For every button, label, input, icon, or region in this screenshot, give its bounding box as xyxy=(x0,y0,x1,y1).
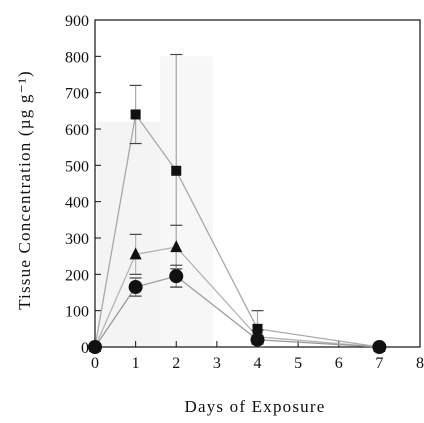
x-tick-label: 8 xyxy=(416,355,424,372)
data-point-triangle xyxy=(129,247,142,260)
data-point-circle xyxy=(169,269,184,284)
y-tick-label: 500 xyxy=(65,158,89,175)
background-band xyxy=(97,121,160,347)
y-axis-title: Tissue Concentration (µg g⁻¹) xyxy=(15,70,34,310)
x-tick-label: 3 xyxy=(213,355,221,372)
x-tick-label: 7 xyxy=(375,355,383,372)
y-tick-label: 900 xyxy=(65,13,89,30)
x-tick-label: 1 xyxy=(132,355,140,372)
y-tick-label: 400 xyxy=(65,195,89,212)
y-tick-label: 0 xyxy=(81,340,89,357)
data-point-square xyxy=(171,165,182,176)
y-tick-label: 200 xyxy=(65,267,89,284)
data-point-square xyxy=(252,323,263,334)
y-tick-label: 600 xyxy=(65,122,89,139)
data-point-circle xyxy=(250,332,265,347)
x-tick-label: 2 xyxy=(172,355,180,372)
y-tick-label: 700 xyxy=(65,86,89,103)
x-tick-label: 0 xyxy=(91,355,99,372)
x-tick-label: 5 xyxy=(294,355,302,372)
x-tick-label: 6 xyxy=(335,355,343,372)
y-tick-label: 800 xyxy=(65,49,89,66)
data-point-triangle xyxy=(170,240,183,253)
data-point-circle xyxy=(128,280,143,295)
data-point-circle xyxy=(88,340,102,354)
data-point-circle xyxy=(372,340,387,354)
y-tick-label: 100 xyxy=(65,304,89,321)
plot-area: 0 1 2 3 4 5 6 7 8 0 100 200 300 400 500 600 700 800 900 xyxy=(65,13,424,372)
y-tick-label: 300 xyxy=(65,231,89,248)
data-point-square xyxy=(130,109,141,120)
x-tick-label: 4 xyxy=(254,355,262,372)
background-band xyxy=(160,56,213,347)
x-axis-title: Days of Exposure xyxy=(184,397,325,416)
